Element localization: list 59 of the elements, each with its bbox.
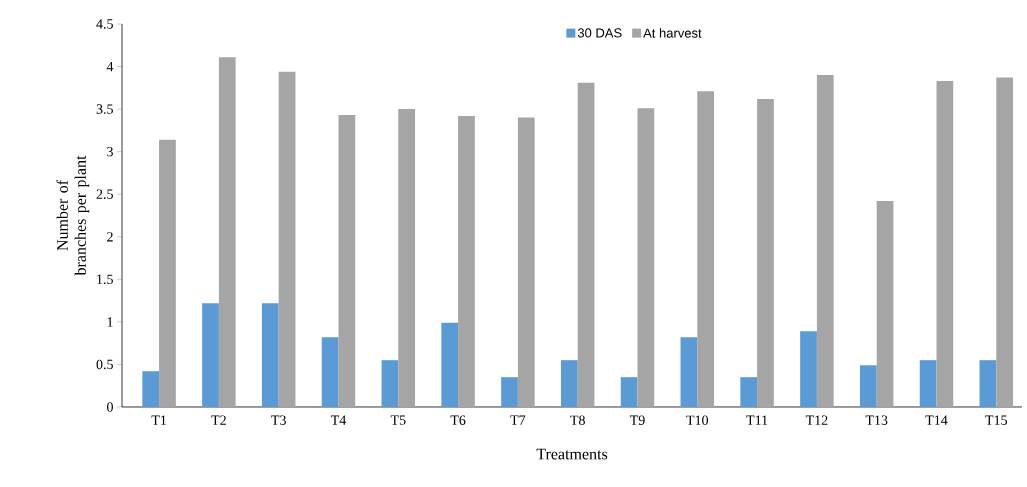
y-tick-label: 0 [107,402,113,412]
x-tick-label: T8 [570,415,585,425]
bar [458,115,475,407]
bar [936,81,954,407]
bar [441,322,459,407]
x-tick-label: T6 [450,415,466,425]
bar [142,371,160,407]
x-tick-label: T1 [151,415,167,425]
y-tick-label: 4 [106,61,114,72]
bar [859,365,877,407]
y-tick-label: 3.5 [96,104,113,114]
legend-label: 30 DAS [577,28,622,38]
x-tick-label: T5 [390,415,406,425]
bar [159,139,176,407]
y-tick-label: 1 [107,317,113,327]
bar [800,331,817,407]
bar [757,98,774,407]
bar [680,337,698,407]
bar [338,115,356,407]
x-tick-label: T14 [925,415,948,425]
bar [321,337,339,407]
bar [697,91,715,407]
bar [637,108,655,407]
bar [261,303,279,407]
x-tick-label: T4 [330,415,347,425]
y-tick-label: 4.5 [96,19,113,29]
x-tick-label: T15 [985,415,1008,425]
bar [398,109,416,407]
x-tick-label: T12 [805,415,828,425]
y-tick-label: 2.5 [96,189,113,199]
bar [381,360,399,407]
bar [218,57,236,407]
bar [278,71,296,407]
bar [816,75,834,407]
y-tick-label: 3 [107,146,113,157]
bar [560,360,578,407]
x-tick-label: T10 [686,415,709,425]
y-tick-label: 2 [107,232,113,242]
x-tick-label: T3 [271,415,286,425]
x-tick-label: T13 [865,415,888,425]
y-axis-title: Number of branches per plant [56,155,90,276]
bar [501,377,518,407]
bar [996,77,1014,407]
x-tick-label: T9 [629,415,645,425]
legend-label: At harvest [643,28,702,38]
x-tick-label: T11 [746,415,768,425]
x-axis-title: Treatments [536,448,608,460]
bar [202,303,219,407]
bar [979,360,997,407]
bar [876,201,894,407]
bar [740,377,758,407]
x-tick-label: T7 [510,415,526,425]
y-tick-label: 1.5 [97,274,113,285]
x-tick-label: T2 [211,415,226,425]
bar [919,360,937,407]
bar [620,377,638,407]
bar [517,117,535,407]
bar [577,82,595,407]
y-tick-label: 0.5 [96,359,113,370]
